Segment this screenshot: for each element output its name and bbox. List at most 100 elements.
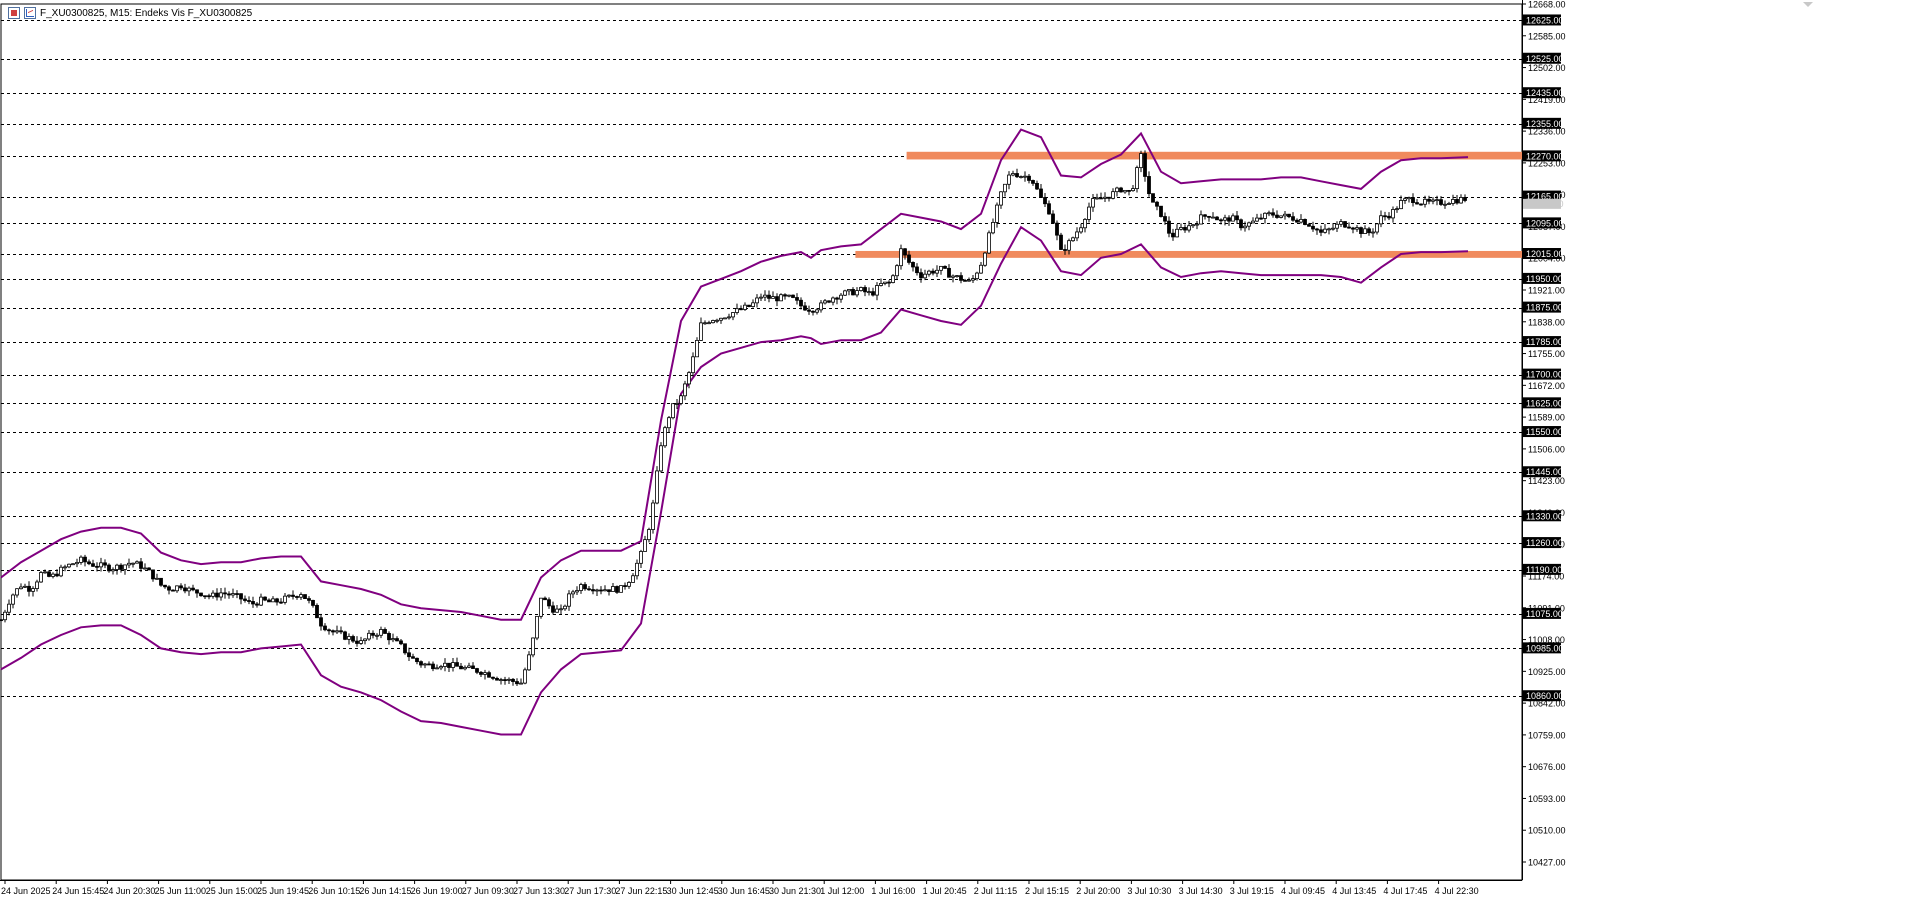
candle-body [1287,213,1291,218]
candle-body [1295,219,1299,223]
candle-body [907,254,911,263]
candle-body [183,587,187,592]
candle-body [1111,191,1115,199]
candle-body [683,383,687,397]
candle-body [1335,223,1339,229]
candle-body [467,665,471,668]
x-tick-label: 26 Jun 19:00 [411,886,463,896]
candle-body [155,577,159,580]
candle-body [243,598,247,601]
candle-body [911,262,915,268]
x-tick-label: 2 Jul 15:15 [1025,886,1069,896]
candle-body [787,294,791,297]
candle-body [231,593,235,596]
candle-body [871,291,875,296]
candle-body [3,611,7,621]
level-price-tag [1523,368,1561,380]
candle-body [1183,227,1187,231]
candle-body [127,562,131,566]
candle-body [1311,225,1315,230]
candle-body [403,643,407,654]
y-tick-label: 12336.00 [1528,127,1566,137]
candle-body [259,596,263,606]
candle-body [739,308,743,311]
x-tick-label: 25 Jun 11:00 [155,886,206,896]
candle-body [51,573,55,577]
candle-body [831,297,835,303]
candle-body [1231,215,1235,222]
candle-body [1367,228,1371,234]
level-price-tag [1523,117,1561,129]
window-icon[interactable] [8,7,20,19]
candle-body [1087,206,1091,220]
candle-body [1139,153,1143,169]
candle-body [611,586,615,592]
candle-body [55,573,59,577]
candle-body [491,676,495,679]
x-tick-label: 3 Jul 10:30 [1127,886,1171,896]
candle-body [367,632,371,640]
candle-body [943,265,947,269]
level-price-label: 10985.00 [1526,643,1564,653]
candle-body [679,395,683,404]
candle-body [963,279,967,282]
candle-body [539,597,543,617]
level-price-label: 12355.00 [1526,119,1564,129]
candle-body [703,322,707,325]
candle-body [887,281,891,284]
level-price-label: 12015.00 [1526,249,1564,259]
candle-body [1147,176,1151,195]
candle-body [391,638,395,641]
candle-body [339,630,343,633]
candle-body [671,403,675,419]
candle-body [1459,197,1463,204]
candle-body [867,291,871,294]
level-price-tag [1523,510,1561,522]
candle-body [935,269,939,274]
candle-body [163,584,167,588]
candle-body [1135,167,1139,189]
candle-body [1211,216,1215,219]
candle-body [311,599,315,606]
candle-body [687,372,691,385]
candle-body [519,682,523,685]
support-resistance-zone[interactable] [855,250,1522,258]
x-tick-label: 4 Jul 17:45 [1383,886,1427,896]
candle-body [1347,226,1351,229]
x-tick-label: 1 Jul 20:45 [923,886,967,896]
y-tick-label: 10759.00 [1528,730,1566,740]
chart-icon[interactable] [24,7,36,19]
candle-body [1127,189,1131,192]
level-price-tag [1523,87,1561,99]
candle-body [1375,223,1379,233]
candle-body [1051,213,1055,224]
candle-body [1419,203,1423,206]
candle-body [571,591,575,595]
candle-body [1159,205,1163,217]
scroll-marker-icon[interactable] [1803,2,1813,7]
candle-body [1091,198,1095,208]
x-tick-label: 25 Jun 19:45 [257,886,309,896]
level-price-tag [1523,336,1561,348]
support-resistance-zone[interactable] [906,151,1522,160]
candle-body [743,304,747,310]
level-price-tag [1523,272,1561,284]
candle-body [303,594,307,600]
candle-body [107,564,111,572]
current-price-label: 12146.00 [1526,199,1564,209]
y-tick-label: 12585.00 [1528,31,1566,41]
x-tick-label: 26 Jun 14:15 [359,886,411,896]
candle-body [175,585,179,592]
candle-body [543,597,547,601]
candle-body [299,594,303,598]
candle-body [23,585,27,588]
candle-body [1363,228,1367,234]
y-tick-label: 10842.00 [1528,699,1566,709]
candle-body [335,630,339,633]
level-price-tag [1523,190,1561,202]
candle-body [255,603,259,606]
candle-body [75,562,79,565]
candle-body [1203,214,1207,217]
